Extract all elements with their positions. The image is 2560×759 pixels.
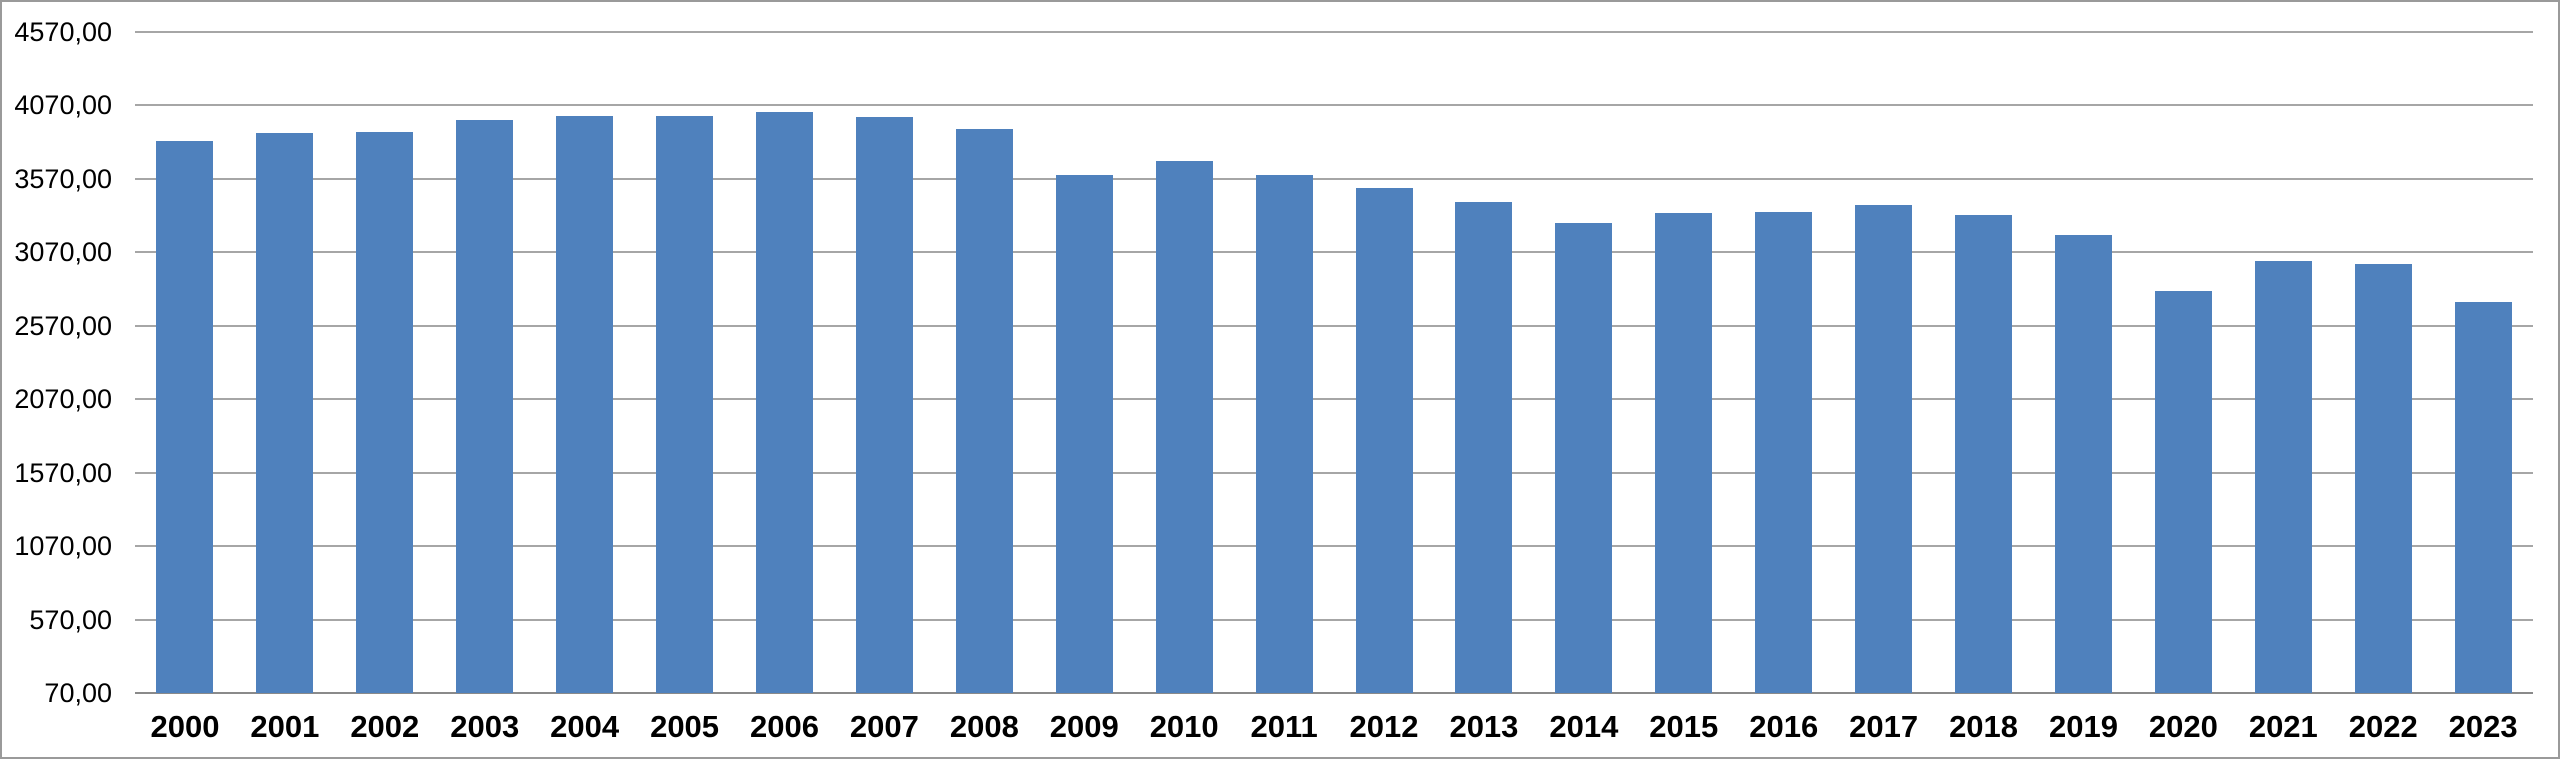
x-axis-label-2017: 2017 (1849, 709, 1919, 744)
gridline (135, 251, 2533, 254)
gridline (135, 31, 2533, 33)
gridline (135, 177, 2533, 180)
gridlines-layer (135, 31, 2533, 694)
bar-cell-2000 (135, 32, 235, 693)
bar-cell-2013 (1434, 32, 1534, 693)
bar-2010 (1155, 161, 1213, 693)
x-axis-label-2023: 2023 (2448, 709, 2518, 744)
x-axis-label-2008: 2008 (949, 709, 1019, 744)
x-axis-label-2020: 2020 (2148, 709, 2218, 744)
x-axis-label-2016: 2016 (1749, 709, 1819, 744)
bar-2013 (1455, 202, 1513, 693)
bar-2007 (855, 117, 913, 693)
bar-2006 (755, 112, 813, 693)
bar-cell-2017 (1834, 32, 1934, 693)
bar-cell-2023 (2433, 32, 2533, 693)
bar-2019 (2054, 235, 2112, 693)
x-axis-label-2022: 2022 (2348, 709, 2418, 744)
gridline (135, 104, 2533, 107)
y-axis-tick-label: 1570,00 (14, 457, 112, 488)
plot-area (135, 31, 2533, 694)
x-axis-label-2012: 2012 (1349, 709, 1419, 744)
bar-2021 (2254, 261, 2312, 693)
bar-2011 (1255, 175, 1313, 693)
bar-2004 (556, 116, 614, 693)
x-axis-label-2021: 2021 (2248, 709, 2318, 744)
bar-2005 (656, 116, 714, 693)
y-axis-tick-label: 70,00 (44, 678, 112, 708)
bars-layer (135, 32, 2533, 693)
x-axis-label-2014: 2014 (1549, 709, 1619, 744)
x-axis-label-2011: 2011 (1250, 709, 1318, 744)
x-axis-label-2003: 2003 (450, 709, 520, 744)
x-axis: 2000 2001 2002 2003 2004 2005 2006 2007 2008 2009… (135, 709, 2533, 745)
y-axis-tick-label: 570,00 (29, 604, 112, 635)
bar-cell-2009 (1034, 32, 1134, 693)
x-axis-label-2009: 2009 (1049, 709, 1119, 744)
bar-2023 (2454, 302, 2512, 693)
bar-2000 (156, 141, 214, 693)
bar-cell-2006 (735, 32, 835, 693)
y-axis-tick-label: 2070,00 (14, 384, 112, 415)
y-axis: 4570,00 4070,00 3570,00 3070,00 2570,00 2070,… (2, 2, 112, 757)
x-axis-label-2004: 2004 (550, 709, 620, 744)
bar-2001 (256, 132, 314, 693)
x-axis-label-2018: 2018 (1949, 709, 2019, 744)
bar-2003 (456, 120, 514, 693)
bar-cell-2010 (1134, 32, 1234, 693)
bar-cell-2011 (1234, 32, 1334, 693)
bar-cell-2007 (834, 32, 934, 693)
gridline (135, 324, 2533, 327)
x-axis-label-2005: 2005 (650, 709, 720, 744)
x-axis-label-2000: 2000 (150, 709, 220, 744)
bar-2016 (1755, 211, 1813, 693)
bar-cell-2002 (335, 32, 435, 693)
bar-cell-2008 (934, 32, 1034, 693)
bar-cell-2018 (1934, 32, 2034, 693)
gridline (135, 545, 2533, 548)
x-axis-label-2015: 2015 (1649, 709, 1719, 744)
y-axis-tick-label: 3570,00 (14, 163, 112, 194)
x-axis-label-2006: 2006 (750, 709, 819, 744)
bar-cell-2019 (2034, 32, 2134, 693)
bar-cell-2004 (535, 32, 635, 693)
bar-cell-2016 (1734, 32, 1834, 693)
x-axis-label-2019: 2019 (2048, 709, 2118, 744)
y-axis-tick-label: 2570,00 (14, 310, 112, 341)
bar-cell-2003 (435, 32, 535, 693)
y-axis-tick-label: 1070,00 (14, 531, 112, 562)
y-axis-tick-label: 4570,00 (14, 17, 112, 47)
bar-2017 (1855, 205, 1913, 693)
gridline (135, 618, 2533, 621)
bar-2014 (1555, 222, 1613, 693)
bar-cell-2021 (2233, 32, 2333, 693)
bar-2009 (1055, 175, 1113, 693)
bar-2015 (1655, 213, 1713, 693)
bar-cell-2022 (2333, 32, 2433, 693)
x-axis-label-2001: 2001 (250, 709, 320, 744)
bar-cell-2005 (635, 32, 735, 693)
x-axis-line (135, 692, 2533, 694)
x-axis-label-2010: 2010 (1149, 709, 1219, 744)
x-axis-label-2013: 2013 (1449, 709, 1519, 744)
bar-cell-2012 (1334, 32, 1434, 693)
bar-2020 (2154, 290, 2212, 693)
x-axis-label-2002: 2002 (350, 709, 420, 744)
bar-cell-2014 (1534, 32, 1634, 693)
y-axis-tick-label: 4070,00 (14, 90, 112, 121)
x-axis-label-2007: 2007 (849, 709, 919, 744)
bar-cell-2020 (2133, 32, 2233, 693)
bar-2022 (2354, 264, 2412, 693)
y-axis-tick-label: 3070,00 (14, 237, 112, 268)
bar-2012 (1355, 187, 1413, 693)
gridline (135, 398, 2533, 401)
bar-cell-2001 (235, 32, 335, 693)
gridline (135, 471, 2533, 474)
bar-cell-2015 (1634, 32, 1734, 693)
bar-2018 (1955, 214, 2013, 693)
bar-2008 (955, 128, 1013, 693)
bar-2002 (356, 131, 414, 693)
